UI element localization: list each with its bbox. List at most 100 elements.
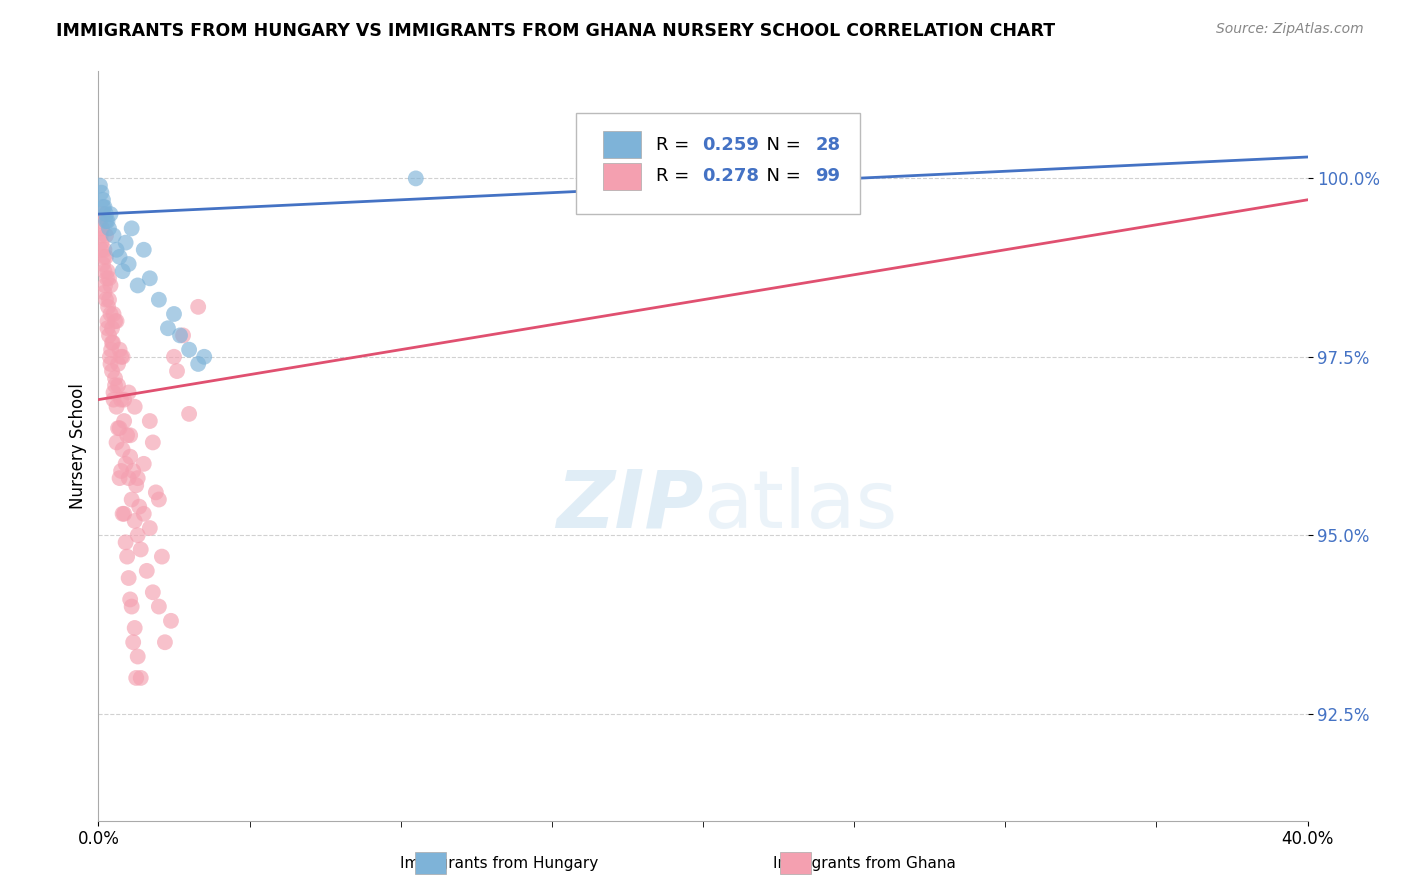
- Point: [121, 599, 143, 614]
- Point: [104, 371, 127, 385]
- Point: [163, 350, 186, 364]
- Point: [96, 314, 118, 328]
- Point: [94, 214, 117, 228]
- Point: [110, 392, 132, 407]
- Point: [139, 414, 162, 428]
- Text: ZIP: ZIP: [555, 467, 703, 545]
- Point: [112, 507, 135, 521]
- Point: [169, 328, 191, 343]
- Point: [142, 585, 165, 599]
- Point: [127, 278, 149, 293]
- Point: [93, 250, 115, 264]
- Point: [118, 257, 141, 271]
- Point: [100, 307, 122, 321]
- Text: IMMIGRANTS FROM HUNGARY VS IMMIGRANTS FROM GHANA NURSERY SCHOOL CORRELATION CHAR: IMMIGRANTS FROM HUNGARY VS IMMIGRANTS FR…: [56, 22, 1056, 40]
- Point: [110, 464, 132, 478]
- Point: [98, 271, 121, 285]
- Point: [112, 392, 135, 407]
- Point: [114, 535, 136, 549]
- Point: [120, 428, 142, 442]
- Text: 0.259: 0.259: [702, 136, 759, 153]
- Point: [103, 392, 125, 407]
- Point: [122, 464, 145, 478]
- Text: N =: N =: [755, 136, 807, 153]
- Text: atlas: atlas: [703, 467, 897, 545]
- Text: R =: R =: [655, 136, 695, 153]
- Point: [91, 200, 114, 214]
- Point: [91, 257, 114, 271]
- Point: [90, 243, 112, 257]
- Point: [93, 243, 115, 257]
- Point: [114, 457, 136, 471]
- Point: [97, 300, 120, 314]
- Point: [93, 264, 115, 278]
- Point: [103, 307, 125, 321]
- Point: [104, 378, 127, 392]
- Point: [105, 314, 128, 328]
- Point: [127, 649, 149, 664]
- Point: [103, 228, 125, 243]
- Point: [145, 485, 167, 500]
- Point: [163, 307, 186, 321]
- Point: [405, 171, 427, 186]
- Point: [104, 314, 127, 328]
- Point: [179, 407, 201, 421]
- Point: [111, 350, 134, 364]
- Point: [94, 250, 117, 264]
- Point: [94, 207, 117, 221]
- Point: [172, 328, 194, 343]
- Point: [96, 264, 118, 278]
- Point: [139, 271, 162, 285]
- Point: [124, 514, 146, 528]
- Point: [108, 421, 131, 435]
- Point: [98, 328, 121, 343]
- Point: [166, 364, 188, 378]
- Text: 28: 28: [815, 136, 841, 153]
- Point: [120, 592, 142, 607]
- Point: [105, 435, 128, 450]
- Point: [179, 343, 201, 357]
- Point: [129, 671, 152, 685]
- Point: [132, 507, 155, 521]
- Point: [118, 471, 141, 485]
- FancyBboxPatch shape: [603, 162, 641, 190]
- Point: [93, 200, 115, 214]
- Text: 99: 99: [815, 168, 841, 186]
- Point: [124, 621, 146, 635]
- Point: [124, 400, 146, 414]
- Point: [132, 243, 155, 257]
- Point: [98, 350, 121, 364]
- Point: [90, 186, 112, 200]
- Y-axis label: Nursery School: Nursery School: [69, 383, 87, 509]
- Point: [127, 528, 149, 542]
- Point: [89, 214, 111, 228]
- Point: [142, 435, 165, 450]
- Point: [156, 321, 179, 335]
- Text: 0.278: 0.278: [702, 168, 759, 186]
- Text: Immigrants from Ghana: Immigrants from Ghana: [773, 856, 956, 871]
- Point: [105, 400, 128, 414]
- Point: [118, 385, 141, 400]
- Point: [91, 221, 114, 235]
- Point: [98, 221, 121, 235]
- Point: [121, 492, 143, 507]
- Text: Immigrants from Hungary: Immigrants from Hungary: [399, 856, 599, 871]
- Point: [101, 335, 124, 350]
- Point: [96, 271, 118, 285]
- Point: [122, 635, 145, 649]
- Point: [115, 428, 138, 442]
- Point: [110, 350, 132, 364]
- Point: [129, 542, 152, 557]
- Point: [193, 350, 215, 364]
- Text: Source: ZipAtlas.com: Source: ZipAtlas.com: [1216, 22, 1364, 37]
- Point: [108, 343, 131, 357]
- Point: [94, 293, 117, 307]
- Text: R =: R =: [655, 168, 695, 186]
- Point: [135, 564, 157, 578]
- Point: [125, 671, 148, 685]
- Point: [187, 300, 209, 314]
- Point: [100, 343, 122, 357]
- Point: [100, 357, 122, 371]
- FancyBboxPatch shape: [576, 112, 860, 214]
- Point: [148, 293, 170, 307]
